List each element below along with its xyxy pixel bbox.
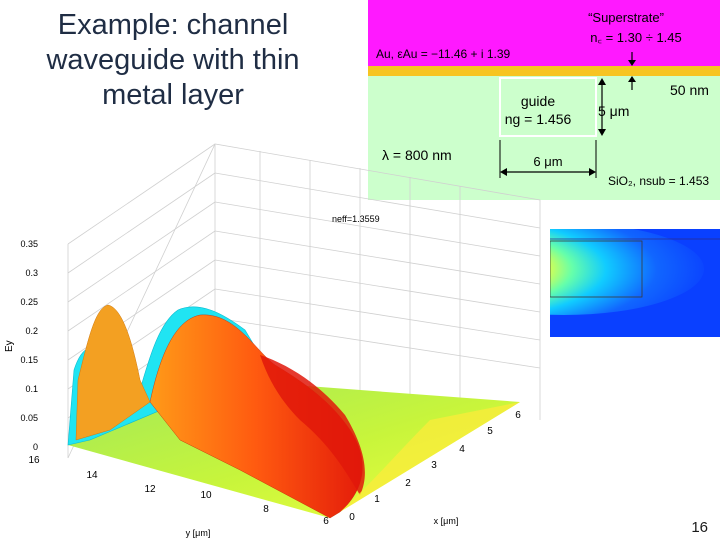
z-tick: 0.25: [20, 297, 38, 307]
guide-label: guide: [521, 93, 555, 109]
z-tick: 0.3: [25, 268, 38, 278]
x-axis-ticks: 0 1 2 3 4 5 6: [349, 410, 521, 523]
z-tick: 0.1: [25, 384, 38, 394]
plot-grid: [67, 143, 541, 459]
y-tick: 14: [86, 470, 98, 481]
surface-orange-peak: [75, 304, 151, 441]
metal-layer: [368, 66, 720, 76]
z-tick: 0.15: [20, 355, 38, 365]
slide-title: Example: channel waveguide with thin met…: [18, 8, 328, 113]
y-axis-ticks: 16 14 12 10 8 6: [28, 455, 329, 527]
z-tick: 0.35: [20, 239, 38, 249]
z-tick: 0.2: [25, 326, 38, 336]
y-tick: 10: [200, 490, 212, 501]
y-tick: 6: [323, 516, 329, 527]
guide-width: 6 μm: [533, 154, 562, 169]
title-line-1: Example: channel: [57, 9, 289, 41]
neff-label: neff=1.3559: [332, 214, 380, 224]
z-axis-ticks: 0.35 0.3 0.25 0.2 0.15 0.1 0.05 0: [20, 239, 38, 452]
z-tick: 0: [33, 442, 38, 452]
metal-label: Au, εAu = −11.46 + i 1.39: [376, 47, 511, 61]
x-tick: 3: [431, 460, 437, 471]
x-tick: 5: [487, 426, 493, 437]
y-axis-label: y [μm]: [186, 528, 211, 538]
z-tick: 0.05: [20, 413, 38, 423]
superstrate-index: n꜀ = 1.30 ÷ 1.45: [590, 30, 682, 45]
z-axis-label: Ey: [4, 340, 15, 352]
y-tick: 12: [144, 484, 156, 495]
x-tick: 6: [515, 410, 521, 421]
title-line-3: metal layer: [102, 79, 244, 111]
metal-thickness: 50 nm: [670, 82, 709, 98]
waveguide-schematic: “Superstrate” n꜀ = 1.30 ÷ 1.45 Au, εAu =…: [368, 0, 720, 200]
substrate-label: SiO₂, nsub = 1.453: [608, 174, 709, 188]
mode-field-colormap: [424, 223, 720, 337]
wavelength-label: λ = 800 nm: [382, 147, 452, 163]
guide-outline: [549, 240, 643, 298]
page-number: 16: [691, 519, 708, 536]
y-tick: 8: [263, 504, 269, 515]
mode-field-surface-plot: neff=1.3559 0.35 0.3 0.25 0.2 0.15 0.1 0…: [0, 140, 545, 540]
guide-core: [499, 77, 597, 137]
x-tick: 0: [349, 512, 355, 523]
guide-index: ng = 1.456: [505, 111, 572, 127]
surface-ridge: [260, 355, 365, 495]
x-axis-label: x [μm]: [434, 516, 459, 526]
title-line-2: waveguide with thin: [46, 44, 300, 76]
x-tick: 4: [459, 444, 465, 455]
x-tick: 1: [374, 494, 380, 505]
guide-height: 5 μm: [598, 103, 629, 119]
superstrate-region: [368, 0, 720, 66]
superstrate-label: “Superstrate”: [588, 10, 664, 25]
x-tick: 2: [405, 478, 411, 489]
y-tick: 16: [28, 455, 40, 466]
